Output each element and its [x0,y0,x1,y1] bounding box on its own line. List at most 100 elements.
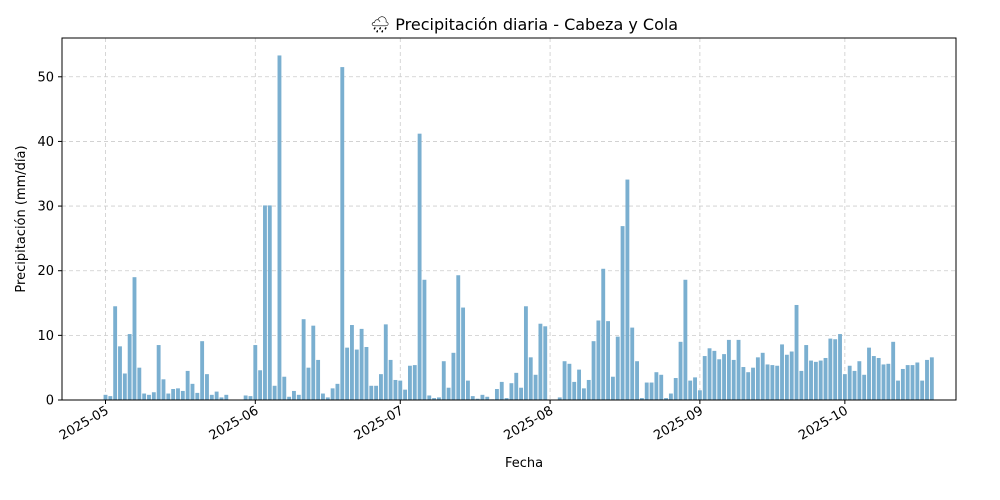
precip-bar [528,357,533,400]
precip-bar [127,334,132,400]
precip-bar [780,344,784,400]
precip-bar [330,388,335,400]
precip-bar [113,306,118,400]
precip-bar [731,359,736,400]
precip-bar [296,394,301,400]
precip-bar [504,398,509,400]
x-tick-label: 2025-05 [57,403,112,443]
precip-bar [649,382,654,400]
precip-bar [726,339,731,400]
precip-bar [925,359,929,400]
chart-title-text: Precipitación diaria - Cabeza y Cola [395,15,678,34]
precip-bar [615,336,620,400]
precip-bar [316,359,321,400]
precip-bar [195,392,200,400]
precip-bar [717,359,722,400]
precip-bar [383,324,388,400]
x-tick-label: 2025-06 [207,403,262,443]
precip-bar [287,396,292,400]
precip-bar [867,347,871,400]
precip-bar [746,372,751,400]
precip-bar [610,376,615,400]
precip-bar [668,393,673,400]
y-axis: 0 10 20 30 40 50 [37,70,62,409]
precip-bar [760,352,765,400]
precip-bar [789,351,794,400]
precip-bar [132,277,137,400]
precip-bar [359,328,364,400]
precip-bar [393,379,398,400]
precip-bar [253,345,258,400]
precip-bar [625,179,630,400]
precip-bar [823,357,828,400]
precip-bar [166,393,171,400]
precip-bar [147,394,151,400]
precip-bar [161,379,166,400]
precip-bar [596,320,601,400]
precip-bar [707,348,712,400]
precip-bar [842,374,847,400]
precip-bar [441,361,446,400]
precip-bar [523,306,528,400]
precip-bar [379,374,383,400]
precip-bar [572,381,577,400]
precip-bar [475,398,480,400]
precip-bar [436,397,441,400]
precip-bar [306,367,311,400]
precip-bar [577,369,582,400]
precip-bar [494,389,499,400]
precip-bar [804,345,809,400]
precip-bar [219,397,224,400]
precip-bar [171,389,176,400]
plot-frame [61,37,957,401]
precip-bar [664,398,668,400]
precip-bar [896,380,900,400]
precip-bar [871,356,876,400]
precip-bar [427,395,432,400]
precip-bar [915,362,920,400]
precip-bar [417,133,422,400]
chart-title: 🌧 Precipitación diaria - Cabeza y Cola [370,15,678,34]
precip-bar [263,205,267,400]
precip-bar [683,279,688,400]
precip-bar [601,268,606,400]
precip-bar [635,361,639,400]
y-tick-label: 50 [37,70,54,85]
precip-bar [857,361,862,400]
precip-bar [321,393,325,400]
precip-bar [340,67,345,400]
precip-bar [741,367,746,400]
x-axis-label: Fecha [505,456,543,471]
precip-bar [224,394,229,400]
precip-bar [205,374,209,400]
precip-bar [446,387,451,400]
x-tick-label: 2025-09 [651,403,706,443]
precip-bar [156,345,161,400]
precip-bar [292,390,296,400]
precip-bar [712,350,717,400]
precip-bar [374,385,379,400]
precip-bar [654,372,659,400]
precip-bar [311,325,316,400]
precip-bar [408,365,412,400]
x-axis: 2025-05 2025-06 2025-07 2025-08 2025-09 2025-… [57,400,851,444]
precip-bar [722,354,726,400]
precip-bar [200,341,205,400]
precip-bar [751,367,755,400]
precip-bar [770,365,775,400]
precip-bar [891,341,896,400]
precip-bar [122,373,127,400]
precip-bar [514,372,519,400]
precip-bar [876,357,881,400]
precip-bar [176,388,180,400]
x-tick-label: 2025-08 [502,403,557,443]
precip-bar [813,361,818,400]
precip-bar [485,396,490,400]
precip-bar [847,365,852,400]
y-tick-label: 0 [46,394,54,409]
precip-bar [209,394,214,400]
precip-bar [480,394,485,400]
precip-bar [697,390,702,400]
precip-bar [794,304,799,400]
